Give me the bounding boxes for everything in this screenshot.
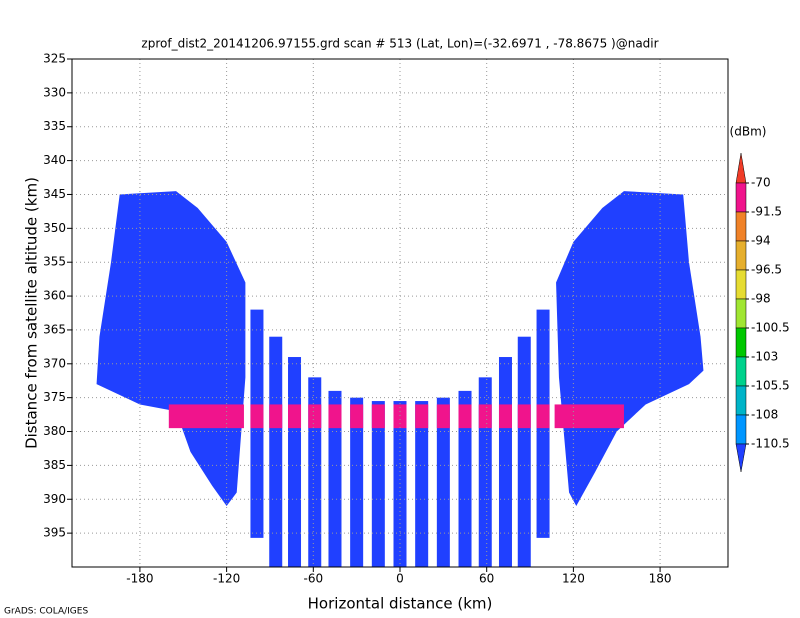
colorbar-swatch [735,298,747,329]
colorbar-label: -110.5 [751,437,790,451]
y-tick-label: 380 [43,424,66,438]
x-tick-label: 0 [396,572,404,586]
y-tick-label: 360 [43,289,66,303]
layer-segment [517,404,531,429]
swath-stripe [350,397,364,567]
swath-stripe [393,401,407,567]
swath-stripe [288,357,302,567]
y-tick-label: 335 [43,119,66,133]
swath-stripe [371,401,385,567]
y-tick-label: 365 [43,322,66,336]
colorbar-swatch [735,211,747,242]
swath-stripe [328,390,342,567]
colorbar-swatch [735,269,747,300]
swath-wing [96,191,246,507]
x-tick-label: -120 [213,572,240,586]
y-tick-label: 370 [43,356,66,370]
swath-stripe [269,336,283,567]
layer-segment [393,404,407,429]
layer-segment [288,404,302,429]
x-tick-label: 120 [562,572,585,586]
layer-segment [554,404,624,429]
colorbar-label: -103 [751,350,778,364]
layer-segment [436,404,450,429]
x-tick-label: 180 [649,572,672,586]
x-tick-label: -180 [126,572,153,586]
x-axis-label: Horizontal distance (km) [308,595,493,613]
colorbar-label: -100.5 [751,321,790,335]
colorbar-swatch [735,182,747,213]
colorbar-swatch [735,356,747,387]
layer-segment [536,404,550,429]
y-tick-label: 340 [43,153,66,167]
layer-segment [250,404,264,429]
colorbar-swatch [735,152,747,184]
chart-title: zprof_dist2_20141206.97155.grd scan # 51… [141,37,658,51]
credit: GrADS: COLA/IGES [4,607,88,617]
layer-segment [415,404,429,429]
colorbar-swatch [735,327,747,358]
colorbar-label: -91.5 [751,205,782,219]
y-tick-label: 345 [43,187,66,201]
colorbar-swatch [735,385,747,416]
y-tick-label: 395 [43,526,66,540]
swath-stripe [498,357,512,567]
colorbar-label: -98 [751,292,771,306]
colorbar-swatch [735,443,747,473]
colorbar-swatch [735,240,747,271]
layer-segment [371,404,385,429]
layer-segment [498,404,512,429]
colorbar-label: -105.5 [751,379,790,393]
swath-stripe [517,336,531,567]
layer-segment [478,404,492,429]
swath-stripe [458,390,472,567]
layer-segment [269,404,283,429]
plot-frame [71,58,729,568]
swath-wing [556,191,704,507]
layer-segment [308,404,322,429]
colorbar-label: -108 [751,408,778,422]
y-tick-label: 330 [43,85,66,99]
y-tick-label: 355 [43,255,66,269]
colorbar-label: -94 [751,234,771,248]
x-tick-label: -60 [303,572,323,586]
swath-stripe [415,401,429,567]
layer-segment [458,404,472,429]
layer-segment [350,404,364,429]
y-tick-label: 325 [43,52,66,66]
layer-segment [168,404,244,429]
layer-segment [328,404,342,429]
y-axis-label: Distance from satellite altitude (km) [23,177,41,449]
y-tick-label: 375 [43,390,66,404]
colorbar-unit: (dBm) [730,125,767,139]
colorbar-label: -70 [751,176,771,190]
colorbar-swatch [735,414,747,445]
colorbar-label: -96.5 [751,263,782,277]
y-tick-label: 350 [43,221,66,235]
x-tick-label: 60 [479,572,494,586]
y-tick-label: 390 [43,492,66,506]
y-tick-label: 385 [43,458,66,472]
swath-stripe [436,397,450,567]
